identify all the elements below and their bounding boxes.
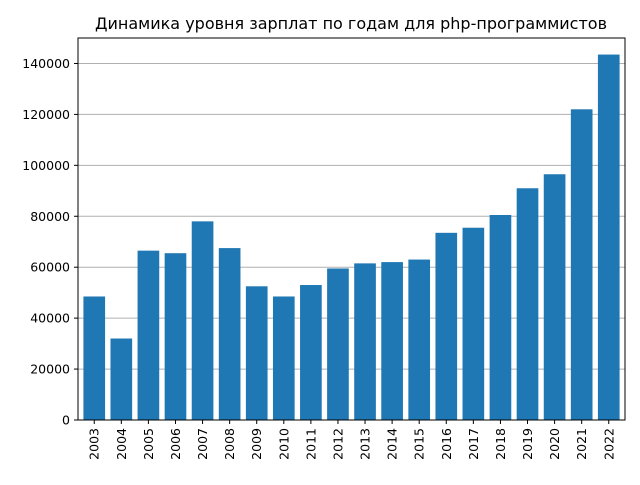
y-tick-label: 80000 <box>30 209 70 224</box>
bar <box>597 54 620 420</box>
x-tick-label: 2004 <box>114 428 129 460</box>
x-tick-label: 2008 <box>222 428 237 460</box>
x-tick-label: 2009 <box>249 428 264 460</box>
bar <box>83 296 106 420</box>
bar <box>381 262 403 420</box>
y-tick-label: 0 <box>62 413 70 428</box>
x-tick-label: 2019 <box>520 428 535 460</box>
x-tick-label: 2013 <box>358 428 373 460</box>
bar <box>327 268 349 420</box>
x-axis: 2003 2004 2005 2006 2007 2008 2009 2010 2011 2012… <box>87 420 616 460</box>
bar <box>272 296 295 420</box>
x-tick-label: 2012 <box>330 428 345 460</box>
bar <box>164 253 187 420</box>
grid-lines <box>78 62 625 421</box>
x-tick-label: 2007 <box>195 428 210 460</box>
bar <box>462 227 485 420</box>
y-tick-label: 100000 <box>22 158 70 173</box>
plot-frame <box>77 37 626 421</box>
x-tick-label: 2003 <box>87 428 102 460</box>
y-tick-label: 40000 <box>30 311 70 326</box>
bar <box>137 250 160 420</box>
x-tick-label: 2021 <box>574 428 589 460</box>
bar <box>245 286 268 420</box>
bar <box>435 232 458 420</box>
x-tick-label: 2010 <box>276 428 291 460</box>
x-tick-label: 2005 <box>141 428 156 460</box>
x-tick-label: 2020 <box>547 428 562 460</box>
y-tick-label: 120000 <box>22 107 70 122</box>
x-tick-label: 2022 <box>601 428 616 460</box>
bar <box>354 263 376 420</box>
bar <box>543 174 566 420</box>
bar <box>408 259 431 420</box>
bar <box>489 214 512 420</box>
x-tick-label: 2016 <box>439 428 454 460</box>
bar <box>570 109 593 420</box>
y-tick-label: 20000 <box>30 362 70 377</box>
x-tick-label: 2014 <box>385 428 400 460</box>
y-axis: 0 20000 40000 60000 80000 100000 120000 140000 <box>22 56 78 428</box>
x-tick-label: 2017 <box>466 428 481 460</box>
x-tick-label: 2018 <box>493 428 508 460</box>
bars-group <box>83 54 620 420</box>
bar <box>300 285 322 420</box>
x-tick-label: 2006 <box>168 428 183 460</box>
y-tick-label: 140000 <box>22 56 70 71</box>
y-tick-label: 60000 <box>30 260 70 275</box>
bar <box>191 221 214 420</box>
bar <box>110 338 133 420</box>
chart-title: Динамика уровня зарплат по годам для php… <box>95 14 607 33</box>
bar <box>218 248 241 420</box>
x-tick-label: 2011 <box>303 428 318 460</box>
bar <box>516 188 539 420</box>
x-tick-label: 2015 <box>412 428 427 460</box>
